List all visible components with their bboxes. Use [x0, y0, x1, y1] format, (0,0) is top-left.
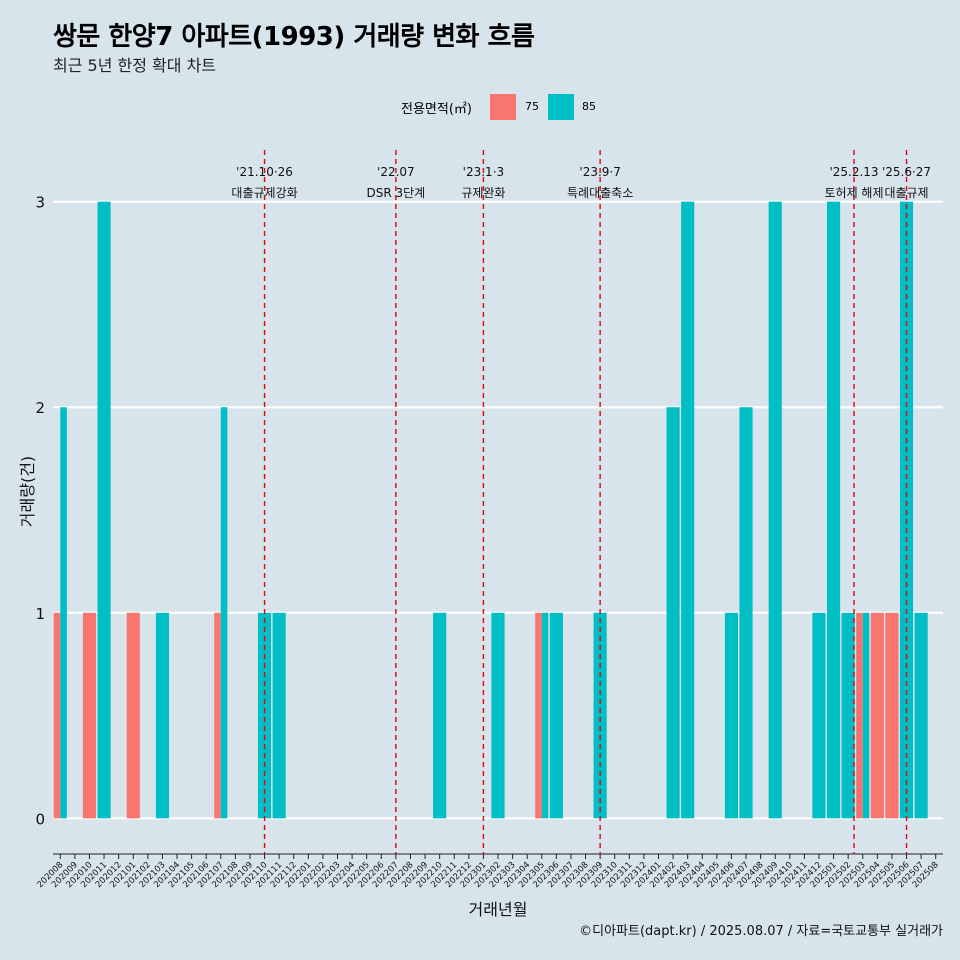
y-tick-label: 3 — [35, 194, 45, 212]
y-tick-label: 2 — [35, 399, 45, 417]
bar-75 — [53, 612, 61, 819]
event-name-label: DSR 3단계 — [367, 186, 426, 200]
bar-85 — [768, 201, 782, 819]
bar-85 — [272, 612, 286, 819]
bar-85 — [97, 201, 111, 819]
y-tick-label: 1 — [35, 605, 45, 623]
bar-85 — [433, 612, 447, 819]
bar-85 — [666, 407, 680, 819]
event-date-label: '21.10·26 — [236, 165, 293, 179]
event-name-label: 대출규제강화 — [231, 186, 297, 200]
y-tick-label: 0 — [35, 810, 45, 828]
bar-85 — [541, 612, 549, 819]
event-date-label: '23.1·3 — [463, 165, 504, 179]
chart-subtitle: 최근 5년 한정 확대 차트 — [53, 56, 217, 75]
legend-label-75: 75 — [525, 100, 539, 113]
bar-85 — [827, 201, 841, 819]
y-axis-title: 거래량(건) — [18, 456, 37, 527]
bar-85 — [841, 612, 855, 819]
bar-85 — [914, 612, 928, 819]
source-caption: ©디아파트(dapt.kr) / 2025.08.07 / 자료=국토교통부 실… — [579, 924, 943, 939]
bar-85 — [812, 612, 826, 819]
x-axis-title: 거래년월 — [469, 900, 528, 919]
bar-85 — [257, 612, 272, 819]
event-name-label: 대출규제 — [884, 186, 928, 200]
bar-85 — [593, 612, 607, 819]
bar-85 — [491, 612, 505, 819]
legend-title: 전용면적(㎡) — [401, 102, 472, 117]
bar-75 — [870, 612, 884, 819]
legend-swatch-85 — [548, 94, 574, 120]
bar-85 — [220, 407, 228, 819]
bar-85 — [681, 201, 695, 819]
bar-85 — [549, 612, 563, 819]
bar-75 — [82, 612, 97, 819]
event-date-label: '23.9·7 — [579, 165, 620, 179]
bar-85 — [862, 612, 870, 819]
bar-75 — [535, 612, 542, 819]
legend: 전용면적(㎡) 75 85 — [0, 93, 960, 121]
event-name-label: 특례대출축소 — [567, 186, 633, 200]
bar-85 — [60, 407, 67, 819]
event-date-label: '22.07 — [377, 165, 415, 179]
bar-85 — [155, 612, 169, 819]
bar-75 — [214, 612, 221, 819]
chart-title: 쌍문 한양7 아파트(1993) 거래량 변화 흐름 — [53, 22, 535, 52]
legend-label-85: 85 — [582, 100, 596, 113]
legend-swatch-75 — [490, 94, 516, 120]
bar-85 — [724, 612, 739, 819]
event-date-label: '25.2.13 — [829, 165, 878, 179]
event-name-label: 토허제 해제 — [824, 186, 883, 200]
bar-75 — [856, 612, 863, 819]
bar-75 — [126, 612, 140, 819]
event-date-label: '25.6·27 — [882, 165, 931, 179]
bar-85 — [739, 407, 753, 819]
bar-75 — [885, 612, 899, 819]
event-name-label: 규제완화 — [461, 186, 505, 200]
